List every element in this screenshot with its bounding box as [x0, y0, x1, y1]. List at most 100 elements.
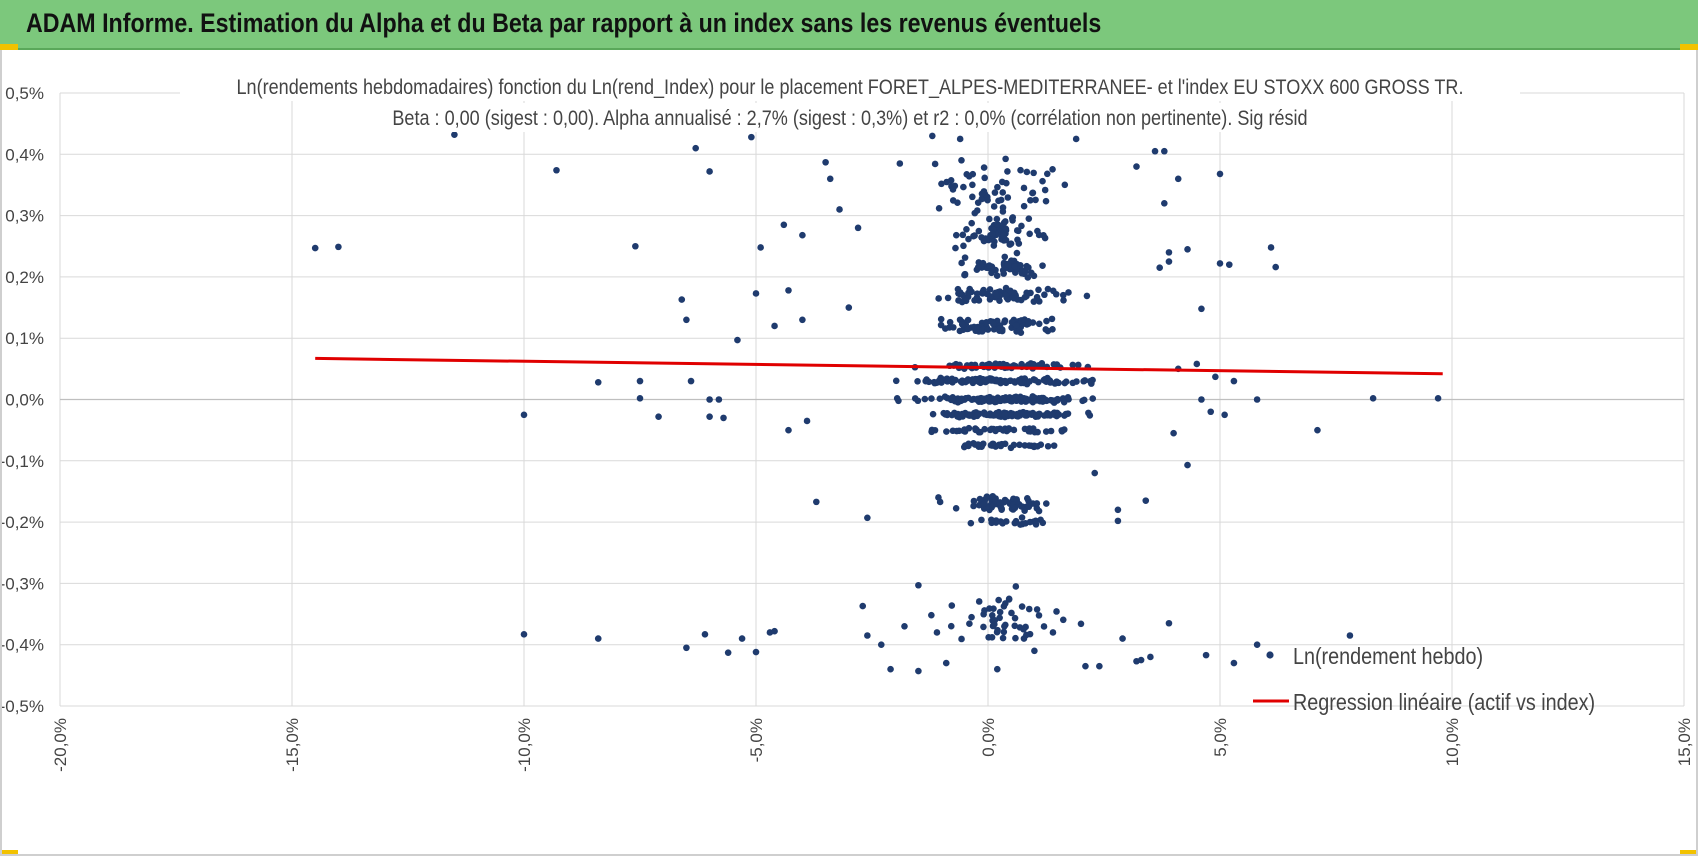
data-point: [1072, 135, 1080, 143]
data-point: [1024, 274, 1032, 281]
data-point: [956, 327, 964, 335]
data-point: [706, 413, 713, 420]
data-point: [1000, 232, 1007, 240]
data-point: [636, 394, 644, 402]
data-point: [1029, 361, 1036, 368]
data-point: [854, 224, 862, 232]
data-point: [988, 612, 996, 619]
data-point: [1018, 222, 1025, 230]
data-point: [1069, 361, 1077, 369]
data-point: [995, 596, 1002, 604]
data-point: [961, 426, 968, 433]
data-point: [1015, 240, 1023, 247]
data-point: [979, 288, 986, 296]
data-point: [1002, 621, 1009, 629]
data-point: [973, 412, 981, 420]
data-point: [1033, 606, 1041, 613]
data-point: [896, 160, 904, 167]
data-point: [958, 321, 966, 328]
data-point: [1082, 662, 1089, 670]
data-point: [1001, 318, 1008, 326]
data-point: [1060, 398, 1068, 406]
data-point: [961, 271, 969, 279]
data-point: [1028, 269, 1035, 277]
y-tick-label: 0,1%: [5, 329, 44, 348]
y-tick-label: 0,5%: [5, 84, 44, 103]
data-point: [706, 396, 713, 403]
data-point: [1039, 519, 1047, 527]
data-point: [785, 426, 792, 434]
data-point: [982, 378, 989, 386]
data-point: [1035, 612, 1043, 619]
data-point: [780, 221, 788, 229]
data-point: [966, 412, 973, 419]
data-point: [915, 667, 922, 675]
data-point: [520, 630, 528, 638]
data-point: [1016, 441, 1023, 449]
data-point: [1156, 264, 1163, 272]
data-point: [1032, 517, 1040, 525]
data-point: [1046, 377, 1053, 385]
title-background: [180, 72, 1520, 101]
data-point: [1039, 396, 1047, 404]
data-point: [997, 196, 1005, 204]
data-point: [1065, 289, 1072, 296]
data-point: [949, 378, 956, 386]
data-point: [1198, 305, 1205, 313]
y-tick-label: -0,4%: [2, 636, 44, 655]
data-point: [752, 648, 760, 656]
data-point: [973, 325, 980, 332]
data-point: [914, 378, 921, 385]
data-point: [1030, 169, 1037, 177]
data-point: [701, 630, 709, 638]
data-point: [632, 242, 639, 250]
data-point: [1014, 296, 1021, 303]
data-point: [1193, 360, 1201, 368]
data-point: [1198, 396, 1205, 403]
data-point: [972, 426, 980, 434]
data-point: [1032, 196, 1039, 204]
data-point: [999, 204, 1007, 211]
data-point: [1040, 623, 1048, 630]
data-point: [1025, 605, 1033, 613]
data-point: [993, 272, 1001, 280]
data-point: [952, 231, 960, 239]
data-point: [1013, 412, 1020, 420]
data-point: [995, 441, 1003, 449]
data-point: [996, 614, 1003, 622]
x-tick-label: 5,0%: [1211, 718, 1230, 757]
data-point: [958, 156, 965, 164]
data-point: [1043, 317, 1050, 325]
data-point: [970, 376, 977, 384]
data-point: [1004, 168, 1011, 175]
data-point: [1049, 629, 1057, 636]
data-point: [1034, 442, 1041, 450]
data-point: [978, 516, 985, 524]
legend-label-regression: Regression linéaire (actif vs index): [1293, 690, 1595, 716]
data-point: [1023, 631, 1030, 639]
data-point: [1165, 249, 1173, 256]
data-point: [937, 315, 945, 323]
data-point: [1151, 147, 1159, 155]
data-point: [943, 428, 950, 435]
data-point: [826, 175, 834, 183]
data-point: [964, 325, 972, 333]
data-point: [1048, 410, 1056, 418]
data-point: [813, 498, 820, 506]
data-point: [1142, 497, 1150, 504]
data-point: [845, 304, 853, 311]
x-tick-label: -15,0%: [283, 718, 302, 772]
data-point: [933, 379, 941, 386]
data-point: [1018, 503, 1025, 510]
data-point: [1035, 286, 1042, 294]
corner-marker-top-right: [1680, 44, 1698, 50]
data-point: [997, 504, 1005, 511]
data-point: [1091, 469, 1099, 477]
data-point: [1025, 497, 1032, 505]
data-point: [1035, 298, 1043, 305]
chart-title-group: Ln(rendements hebdomadaires) fonction du…: [180, 72, 1520, 132]
x-tick-label: -5,0%: [747, 718, 766, 762]
data-point: [1031, 376, 1039, 384]
legend-marker-points: [1266, 651, 1274, 659]
data-point: [1011, 263, 1019, 270]
